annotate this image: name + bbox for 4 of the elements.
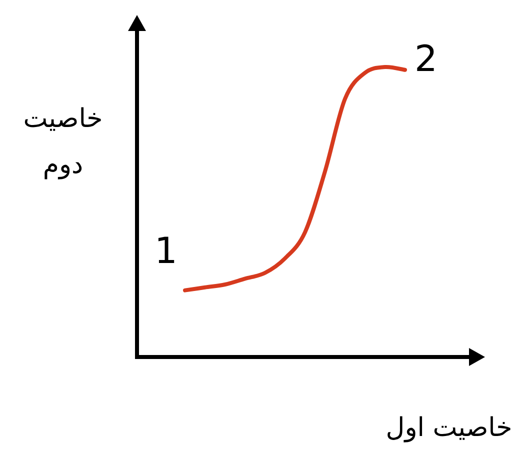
annotation: 2: [414, 38, 438, 80]
x-axis-title: خاصیت اول: [384, 412, 514, 445]
annotation: 1: [154, 231, 178, 272]
y-axis-title: خاصیت دوم: [22, 103, 104, 182]
